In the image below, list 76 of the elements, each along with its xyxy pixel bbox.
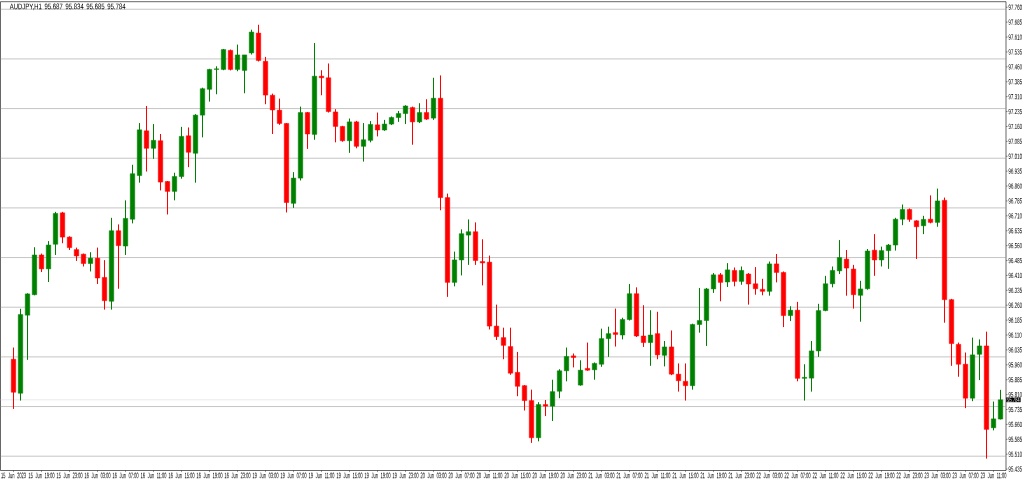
candlestick [557,368,562,399]
candlestick [886,243,892,270]
candlestick [879,246,885,267]
candlestick [662,340,667,367]
candlestick [172,172,177,201]
candlestick [249,29,254,56]
candlestick [375,112,380,137]
candlestick [88,251,93,272]
candlestick [620,317,625,340]
candlestick [410,106,415,146]
candlestick [991,401,997,431]
candlestick [746,272,752,306]
candlestick [207,68,212,103]
candlestick [277,98,282,126]
candlestick [501,327,506,360]
candlestick [697,287,702,334]
candlestick [711,272,716,294]
candlestick [648,309,653,367]
candlestick [242,54,247,94]
candlestick [718,272,723,302]
candlestick [347,118,352,154]
candlestick [928,194,934,224]
candlestick [655,311,660,360]
candlestick [858,280,864,323]
candlestick [683,362,688,402]
candlestick [144,105,149,173]
candlestick [676,362,681,393]
candlestick [46,240,51,283]
candlestick [480,238,485,286]
candlestick [431,77,436,121]
candlestick [515,351,520,397]
candlestick [466,218,471,266]
candlestick [95,247,100,285]
candlestick [165,180,170,215]
candlestick [424,98,429,121]
candlestick [235,44,240,72]
candlestick [900,204,906,226]
candlestick [732,266,737,287]
candlestick [319,69,324,96]
candlestick [977,338,983,381]
candlestick [368,120,373,143]
candlestick [914,219,920,260]
candlestick [578,359,583,387]
candlestick [116,223,121,290]
candlestick [186,126,191,168]
candlestick [606,326,611,358]
candlestick [725,262,730,288]
candlestick [837,239,843,275]
candlestick [522,384,527,412]
candlestick [151,123,156,160]
candlestick [844,249,850,297]
candlestick [361,122,366,163]
candlestick [494,304,499,341]
candlestick [564,347,569,382]
candlestick [641,304,646,348]
candlestick [452,251,457,287]
candlestick [585,342,590,372]
candlestick [753,266,759,296]
candlestick [802,363,808,402]
candlestick [872,233,878,277]
candlestick [102,259,107,311]
candlestick [830,265,836,288]
candlestick [739,265,744,286]
candlestick [305,111,310,150]
candlestick [956,342,962,378]
candlestick [774,253,780,283]
candlestick [333,108,338,143]
candlestick [214,65,219,95]
candlestick [921,215,927,235]
candlestick [613,308,618,348]
candlestick [403,104,408,125]
candlestick [25,292,30,361]
candlestick [935,188,941,228]
candlestick [270,93,275,135]
candlestick [998,389,1004,420]
candlestick [550,379,555,422]
